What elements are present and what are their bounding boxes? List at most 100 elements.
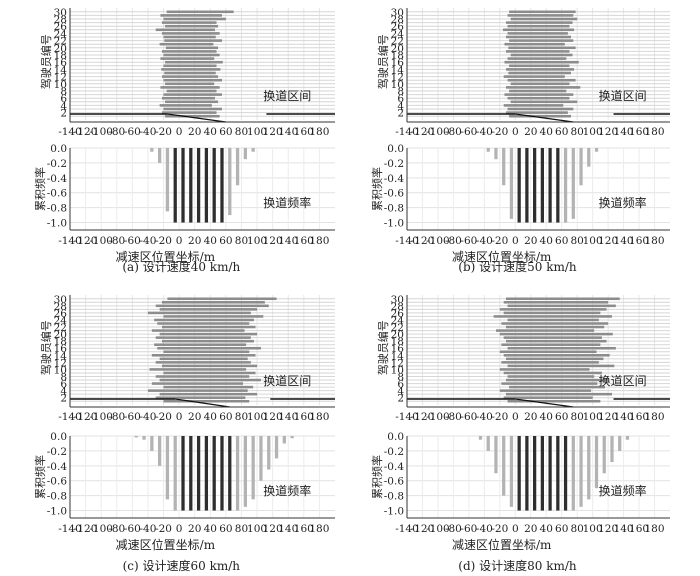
lane-change-bar (507, 399, 601, 403)
lane-change-bar (509, 64, 570, 68)
lane-change-bar (160, 14, 222, 17)
cumulative-bar (204, 148, 209, 223)
x-tick-label-bottom: 160 (629, 235, 649, 247)
x-tick-label-top: 140 (614, 126, 634, 138)
x-tick-label-bottom: 120 (598, 523, 618, 535)
x-tick-label-bottom: 100 (247, 523, 267, 535)
lane-change-bar (510, 82, 570, 86)
lane-change-bar (151, 382, 244, 385)
lane-change-bar (506, 111, 568, 114)
cumulative-bar (165, 148, 170, 212)
cumulative-bar (494, 148, 498, 160)
x-tick-label-top: 80 (235, 126, 248, 138)
y-axis-label-top: 驾驶员编号 (376, 34, 390, 89)
y-tick-label-top: 4 (60, 100, 67, 112)
x-tick-label-top: 40 (204, 411, 217, 423)
cumulative-bar (259, 436, 263, 481)
lane-change-bar (155, 375, 250, 378)
lane-change-bar (165, 114, 220, 118)
y-axis-label-top: 驾驶员编号 (39, 320, 53, 375)
lane-change-bar (508, 46, 576, 50)
x-tick-label-top: 60 (219, 126, 232, 138)
y-tick-label-bottom: -0.6 (384, 476, 405, 488)
y-tick-label-top: 10 (54, 79, 67, 91)
y-tick-label-top: 26 (391, 308, 405, 320)
lane-change-bar (507, 364, 615, 368)
y-axis-label-bottom: 累积频率 (33, 455, 47, 499)
lane-change-bar (166, 89, 217, 93)
x-tick-label-bottom: 60 (219, 523, 232, 535)
x-tick-label-bottom: 140 (278, 523, 298, 535)
x-tick-label-bottom: 60 (555, 523, 568, 535)
lane-change-bar (163, 35, 216, 39)
x-tick-label-bottom: 80 (570, 523, 583, 535)
cumulative-bar (290, 436, 294, 439)
y-tick-label-top: 20 (54, 43, 67, 55)
lane-change-bar (163, 53, 220, 57)
x-tick-label-top: -140 (395, 411, 419, 423)
y-tick-label-top: 30 (54, 294, 67, 306)
lane-change-bar (506, 50, 570, 53)
lane-change-bar (509, 10, 576, 14)
y-tick-label-bottom: -0.4 (47, 173, 68, 185)
cumulative-bar (618, 436, 622, 451)
lane-change-bar (161, 50, 217, 53)
lane-change-bar (503, 371, 602, 375)
x-tick-label-bottom: 180 (645, 523, 665, 535)
x-tick-label-bottom: -80 (445, 235, 462, 247)
x-tick-label-top: 60 (555, 411, 568, 423)
x-tick-label-bottom: -40 (476, 523, 493, 535)
lane-change-bar (163, 107, 222, 111)
lane-change-bar (163, 371, 256, 375)
y-tick-label-bottom: -0.4 (384, 173, 405, 185)
y-tick-label-top: 28 (54, 301, 67, 313)
x-tick-label-top: 0 (512, 126, 519, 138)
x-tick-label-bottom: -60 (124, 523, 141, 535)
y-tick-label-top: 22 (54, 36, 67, 48)
lane-change-bar (503, 354, 610, 357)
lane-change-bar (507, 318, 599, 322)
lane-change-bar (165, 60, 223, 64)
lane-change-bar (507, 57, 567, 60)
lane-change-bar (155, 304, 269, 308)
panel-caption: (c) 设计速度60 km/h (123, 558, 241, 573)
cumulative-bar (556, 436, 560, 511)
x-tick-label-bottom: -140 (395, 523, 419, 535)
x-tick-label-bottom: 120 (263, 523, 283, 535)
x-tick-label-top: -20 (155, 411, 172, 423)
cumulative-bar (533, 148, 537, 223)
x-tick-label-top: -40 (139, 411, 156, 423)
x-tick-label-bottom: -20 (491, 235, 508, 247)
cumulative-bar (150, 436, 154, 451)
x-tick-label-top: -60 (124, 126, 141, 138)
x-tick-label-bottom: 180 (645, 235, 665, 247)
cumulative-bar (282, 436, 286, 444)
lane-change-bar (499, 308, 607, 311)
cumulative-bar (243, 436, 248, 507)
y-tick-label-bottom: 0.0 (50, 143, 67, 155)
lane-change-bar (506, 392, 612, 396)
x-tick-label-top: 60 (555, 126, 568, 138)
cumulative-bar (165, 436, 170, 500)
cumulative-bar (251, 436, 255, 500)
x-tick-label-bottom: 40 (204, 235, 217, 247)
y-tick-label-bottom: -0.6 (47, 188, 68, 200)
lane-change-bar (163, 17, 226, 21)
cumulative-bar (173, 436, 177, 511)
x-tick-label-top: -60 (460, 126, 477, 138)
lane-change-bar (507, 32, 568, 35)
lane-change-bar (507, 24, 570, 28)
lane-change-bar (161, 21, 217, 24)
y-tick-label-top: 22 (391, 322, 404, 334)
cumulative-bar (494, 436, 498, 474)
cumulative-bar (173, 148, 177, 223)
lane-change-bar (499, 350, 597, 354)
lane-change-bar (155, 336, 251, 339)
x-tick-label-top: -80 (445, 126, 462, 138)
x-tick-label-bottom: -80 (445, 523, 462, 535)
x-tick-label-top: 20 (188, 411, 201, 423)
x-tick-label-bottom: 100 (247, 235, 267, 247)
x-tick-label-top: 100 (247, 126, 267, 138)
lane-change-bar (165, 24, 219, 28)
x-tick-label-top: -120 (411, 126, 435, 138)
